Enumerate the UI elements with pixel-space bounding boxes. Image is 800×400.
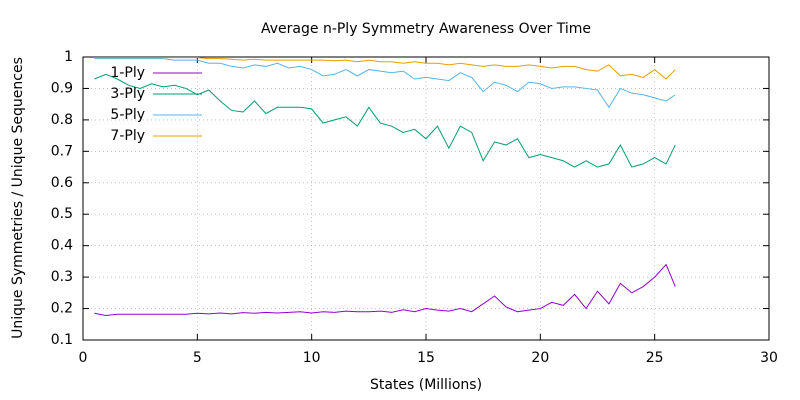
y-axis-label: Unique Symmetries / Unique Sequences — [10, 57, 26, 339]
x-tick-label: 0 — [79, 350, 88, 366]
x-tick-label: 10 — [303, 350, 321, 366]
legend-label: 5-Ply — [110, 107, 145, 123]
y-tick-label: 1 — [64, 49, 73, 65]
legend-label: 1-Ply — [110, 65, 145, 81]
y-tick-label: 0.7 — [51, 143, 73, 159]
series-line — [94, 58, 676, 109]
y-tick-label: 0.9 — [51, 80, 73, 96]
plot-border — [82, 56, 770, 341]
chart-title: Average n-Ply Symmetry Awareness Over Ti… — [261, 21, 591, 37]
y-tick-label: 0.4 — [51, 238, 73, 254]
x-axis-label: States (Millions) — [370, 377, 482, 393]
series-line — [94, 263, 676, 316]
y-tick-label: 0.5 — [51, 206, 73, 222]
x-tick-label: 15 — [417, 350, 435, 366]
x-tick-label: 30 — [760, 350, 778, 366]
y-tick-label: 0.8 — [51, 112, 73, 128]
legend-label: 3-Ply — [110, 86, 145, 102]
series-line — [94, 57, 676, 80]
x-tick-label: 20 — [531, 350, 549, 366]
y-tick-label: 0.6 — [51, 175, 73, 191]
x-tick-label: 5 — [193, 350, 202, 366]
x-tick-label: 25 — [646, 350, 664, 366]
y-tick-label: 0.3 — [51, 269, 73, 285]
legend-label: 7-Ply — [110, 128, 145, 144]
y-tick-label: 0.2 — [51, 301, 73, 317]
y-tick-label: 0.1 — [51, 332, 73, 348]
series-line — [94, 73, 676, 168]
